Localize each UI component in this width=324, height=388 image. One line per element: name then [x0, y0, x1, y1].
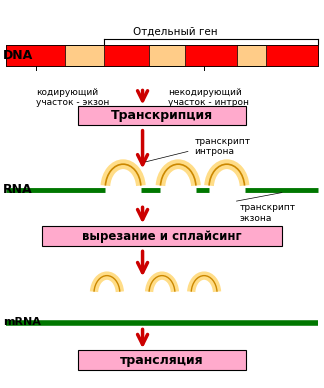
FancyBboxPatch shape	[266, 45, 318, 66]
Text: вырезание и сплайсинг: вырезание и сплайсинг	[82, 230, 242, 242]
FancyBboxPatch shape	[42, 226, 282, 246]
Text: mRNA: mRNA	[3, 317, 41, 327]
FancyBboxPatch shape	[104, 45, 149, 66]
Text: Отдельный ген: Отдельный ген	[133, 27, 217, 37]
Text: кодирующий
участок - экзон: кодирующий участок - экзон	[36, 88, 109, 107]
Text: DNA: DNA	[3, 49, 33, 62]
FancyBboxPatch shape	[185, 45, 237, 66]
FancyBboxPatch shape	[6, 45, 65, 66]
Text: транскрипт
интрона: транскрипт интрона	[194, 137, 250, 156]
FancyBboxPatch shape	[78, 106, 246, 125]
FancyBboxPatch shape	[78, 350, 246, 370]
Text: RNA: RNA	[3, 183, 33, 196]
Text: транскрипт
экзона: транскрипт экзона	[240, 203, 296, 223]
Text: некодирующий
участок - интрон: некодирующий участок - интрон	[168, 88, 249, 107]
Text: трансляция: трансляция	[120, 353, 204, 367]
FancyBboxPatch shape	[6, 45, 318, 66]
Text: Транскрипция: Транскрипция	[111, 109, 213, 122]
